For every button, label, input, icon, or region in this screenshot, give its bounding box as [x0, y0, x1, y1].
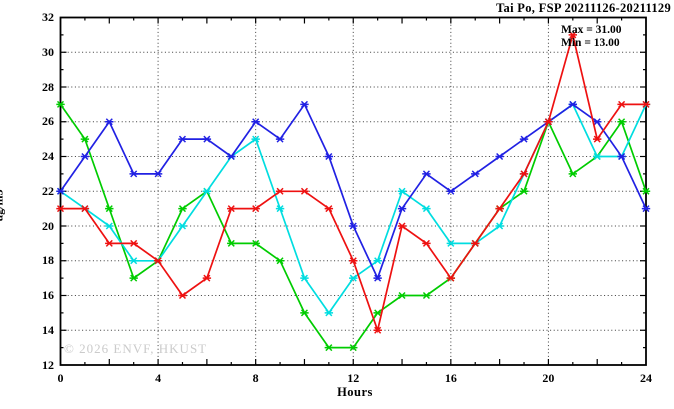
x-tick-label: 20	[542, 371, 555, 385]
x-tick-label: 4	[155, 371, 162, 385]
y-tick-label: 26	[42, 114, 54, 129]
watermark: © 2026 ENVF, HKUST	[64, 341, 208, 356]
y-tick-label: 18	[42, 253, 54, 268]
x-tick-label: 24	[640, 371, 652, 385]
y-tick-label: 28	[42, 79, 54, 94]
red-series-markers	[56, 31, 651, 334]
x-tick-label: 8	[252, 371, 259, 385]
min-annotation: Min = 13.00	[561, 37, 620, 49]
y-tick-label: 22	[42, 183, 54, 198]
x-tick-label: 12	[347, 371, 360, 385]
x-tick-label: 16	[444, 371, 457, 385]
max-min-annotation: Max = 31.00 Min = 13.00	[561, 24, 622, 50]
y-tick-label: 12	[42, 357, 54, 372]
y-tick-label: 30	[42, 44, 54, 59]
x-axis-label: Hours	[337, 385, 373, 399]
y-axis-label: ug/m3	[0, 189, 6, 222]
x-tick-label: 0	[57, 371, 64, 385]
y-tick-label: 14	[42, 322, 54, 337]
y-tick-label: 32	[42, 10, 54, 24]
blue-series-markers	[56, 100, 651, 282]
y-tick-label: 20	[42, 218, 54, 233]
chart-title: Tai Po, FSP 20211126-20211129	[496, 1, 671, 15]
y-tick-label: 16	[42, 288, 54, 302]
max-annotation: Max = 31.00	[561, 24, 622, 36]
y-tick-label: 24	[42, 149, 54, 163]
